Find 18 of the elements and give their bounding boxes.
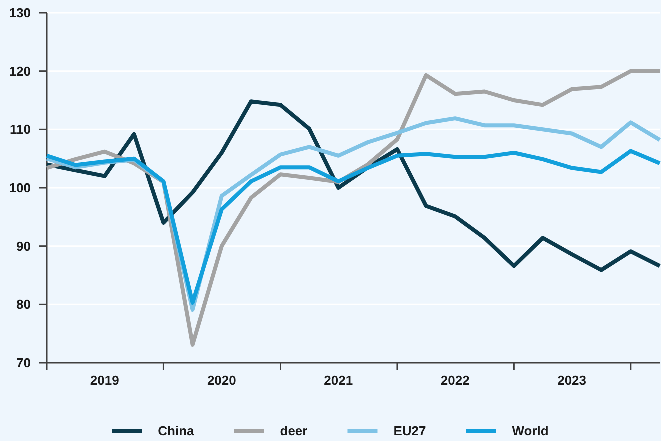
y-tick-label: 130 [9, 6, 31, 21]
x-tick-label: 2022 [440, 373, 470, 388]
y-tick-label: 80 [16, 297, 31, 312]
x-tick-label: 2019 [90, 373, 120, 388]
x-tick-label: 2020 [207, 373, 236, 388]
y-tick-label: 110 [10, 122, 31, 138]
legend-label: China [158, 424, 196, 439]
x-tick-label: 2023 [558, 373, 587, 388]
y-tick-label: 100 [9, 180, 31, 196]
y-tick-label: 120 [9, 64, 31, 79]
legend-label: EU27 [394, 424, 426, 439]
legend-label: World [512, 424, 549, 439]
x-tick-label: 2021 [324, 373, 354, 388]
y-tick-label: 70 [16, 356, 31, 371]
y-tick-label: 90 [16, 238, 31, 254]
legend-label: deer [280, 424, 308, 439]
line-series [45, 149, 661, 305]
line-series [45, 100, 661, 272]
